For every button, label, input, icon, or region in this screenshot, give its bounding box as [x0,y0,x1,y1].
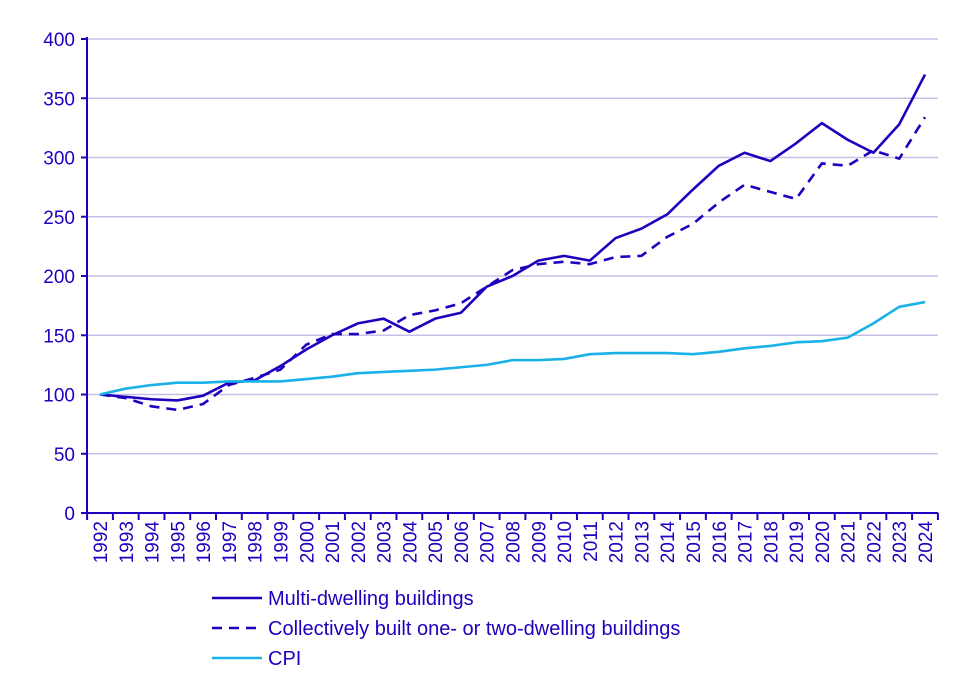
x-tick-label: 2005 [426,521,447,563]
x-tick-label: 2011 [581,521,602,562]
x-tick-label: 2006 [452,521,473,563]
x-tick-label: 2017 [736,521,757,563]
x-tick-label: 2022 [864,521,885,563]
x-tick-label: 2013 [632,521,653,563]
x-tick-label: 1992 [91,521,112,563]
x-tick-label: 2003 [375,521,396,563]
x-tick-label: 2021 [839,521,860,563]
x-tick-label: 1998 [246,521,267,563]
x-tick-label: 2015 [684,521,705,563]
y-tick-label: 150 [43,326,75,347]
x-tick-label: 2004 [400,521,421,564]
x-tick-label: 2023 [890,521,911,563]
y-tick-label: 250 [43,208,75,229]
x-tick-label: 2014 [658,521,679,564]
legend-label: Multi-dwelling buildings [268,588,474,610]
x-tick-label: 1999 [271,521,292,563]
y-tick-label: 100 [43,386,75,407]
x-tick-label: 2000 [297,521,318,563]
x-tick-label: 2016 [710,521,731,563]
series-line-2 [99,300,926,396]
series-line-0 [99,73,927,402]
y-tick-label: 300 [43,149,75,170]
x-tick-label: 2020 [813,521,834,563]
x-tick-label: 1994 [143,521,164,564]
x-tick-label: 2010 [555,521,576,563]
x-tick-label: 2012 [607,521,628,563]
y-tick-label: 350 [43,89,75,110]
x-tick-label: 2002 [349,521,370,563]
x-tick-label: 1993 [117,521,138,563]
x-tick-label: 2018 [761,521,782,563]
series-line-1 [99,116,927,412]
y-tick-label: 200 [43,267,75,288]
legend-label: CPI [268,648,301,670]
y-tick-label: 50 [54,445,75,466]
x-tick-label: 1997 [220,521,241,563]
x-tick-label: 2009 [529,521,550,563]
x-tick-label: 2007 [478,521,499,563]
x-tick-label: 2008 [504,521,525,563]
x-tick-label: 2001 [323,521,344,563]
y-tick-label: 400 [43,30,75,51]
x-tick-label: 2024 [916,521,937,564]
x-tick-label: 2019 [787,521,808,563]
x-tick-label: 1996 [194,521,215,563]
x-tick-label: 1995 [168,521,189,563]
y-tick-label: 0 [64,504,75,525]
legend-label: Collectively built one- or two-dwelling … [268,618,680,640]
